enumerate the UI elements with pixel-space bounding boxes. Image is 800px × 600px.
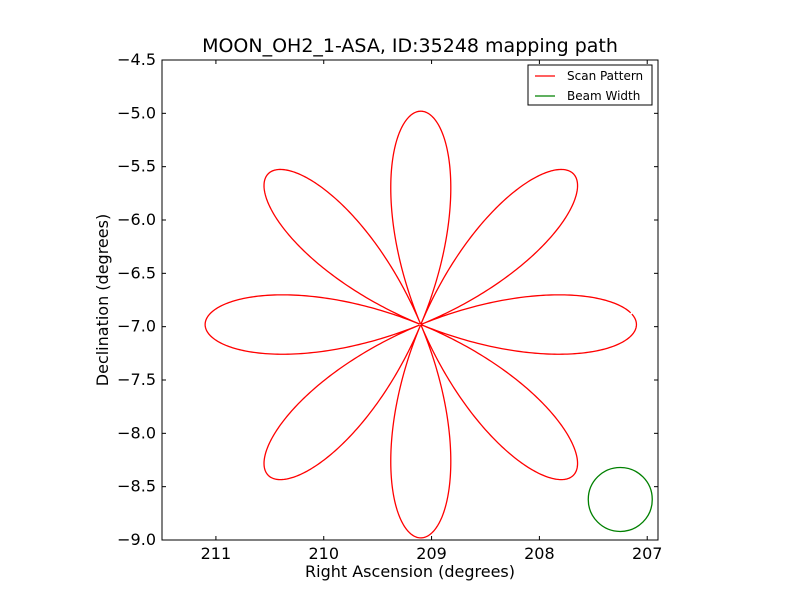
y-tick-label: −6.5 [117,263,156,282]
y-tick-label: −6.0 [117,210,156,229]
legend-label-beam-width: Beam Width [567,89,640,103]
x-tick-label: 207 [632,544,663,563]
legend: Scan Pattern Beam Width [527,64,653,106]
scan-pattern-line [204,110,638,539]
y-tick-label: −8.5 [117,477,156,496]
x-tick-label: 211 [201,544,232,563]
y-tick-label: −7.0 [117,317,156,336]
legend-box [527,64,653,106]
x-tick-label: 210 [308,544,339,563]
y-tick-label: −9.0 [117,530,156,549]
y-axis: −4.5 −5.0 −5.5 −6.0 −6.5 −7.0 −7.5 −8.0 −8.5 −9.0 [117,50,658,549]
x-axis-label: Right Ascension (degrees) [305,562,515,581]
x-axis: 211 210 209 208 207 [201,60,663,563]
legend-label-scan-pattern: Scan Pattern [567,69,643,83]
y-tick-label: −7.5 [117,370,156,389]
y-tick-label: −5.5 [117,157,156,176]
y-tick-label: −8.0 [117,423,156,442]
plot-frame [161,59,659,541]
y-tick-label: −4.5 [117,50,156,69]
x-tick-label: 208 [524,544,555,563]
beam-width-circle [587,466,653,533]
chart-title: MOON_OH2_1-ASA, ID:35248 mapping path [202,35,618,57]
y-axis-label: Declination (degrees) [93,214,112,386]
y-tick-label: −5.0 [117,103,156,122]
x-tick-label: 209 [416,544,447,563]
plot-area [161,59,659,541]
